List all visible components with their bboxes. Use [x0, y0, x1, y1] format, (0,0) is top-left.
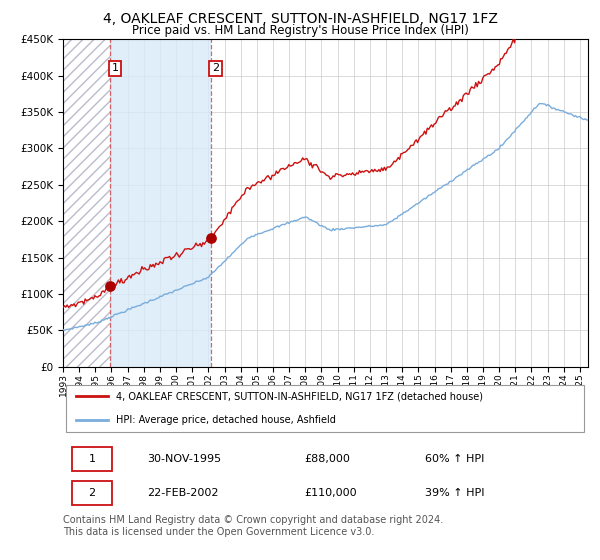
Text: 2: 2	[212, 63, 220, 73]
Text: 60% ↑ HPI: 60% ↑ HPI	[425, 454, 485, 464]
Text: 1: 1	[88, 454, 95, 464]
Text: 4, OAKLEAF CRESCENT, SUTTON-IN-ASHFIELD, NG17 1FZ (detached house): 4, OAKLEAF CRESCENT, SUTTON-IN-ASHFIELD,…	[115, 391, 482, 402]
FancyBboxPatch shape	[65, 385, 584, 432]
Text: HPI: Average price, detached house, Ashfield: HPI: Average price, detached house, Ashf…	[115, 415, 335, 425]
Text: £88,000: £88,000	[305, 454, 350, 464]
Text: Contains HM Land Registry data © Crown copyright and database right 2024.
This d: Contains HM Land Registry data © Crown c…	[63, 515, 443, 537]
Text: 1: 1	[112, 63, 119, 73]
Bar	[110, 39, 211, 367]
Point	[206, 234, 215, 242]
Bar	[63, 39, 110, 367]
Text: 22-FEB-2002: 22-FEB-2002	[147, 488, 218, 498]
Point	[106, 282, 115, 291]
Text: 39% ↑ HPI: 39% ↑ HPI	[425, 488, 485, 498]
Text: Price paid vs. HM Land Registry's House Price Index (HPI): Price paid vs. HM Land Registry's House …	[131, 24, 469, 37]
Text: 30-NOV-1995: 30-NOV-1995	[147, 454, 221, 464]
Text: 2: 2	[88, 488, 95, 498]
FancyBboxPatch shape	[73, 482, 112, 505]
FancyBboxPatch shape	[73, 447, 112, 471]
Text: 4, OAKLEAF CRESCENT, SUTTON-IN-ASHFIELD, NG17 1FZ: 4, OAKLEAF CRESCENT, SUTTON-IN-ASHFIELD,…	[103, 12, 497, 26]
Text: £110,000: £110,000	[305, 488, 357, 498]
